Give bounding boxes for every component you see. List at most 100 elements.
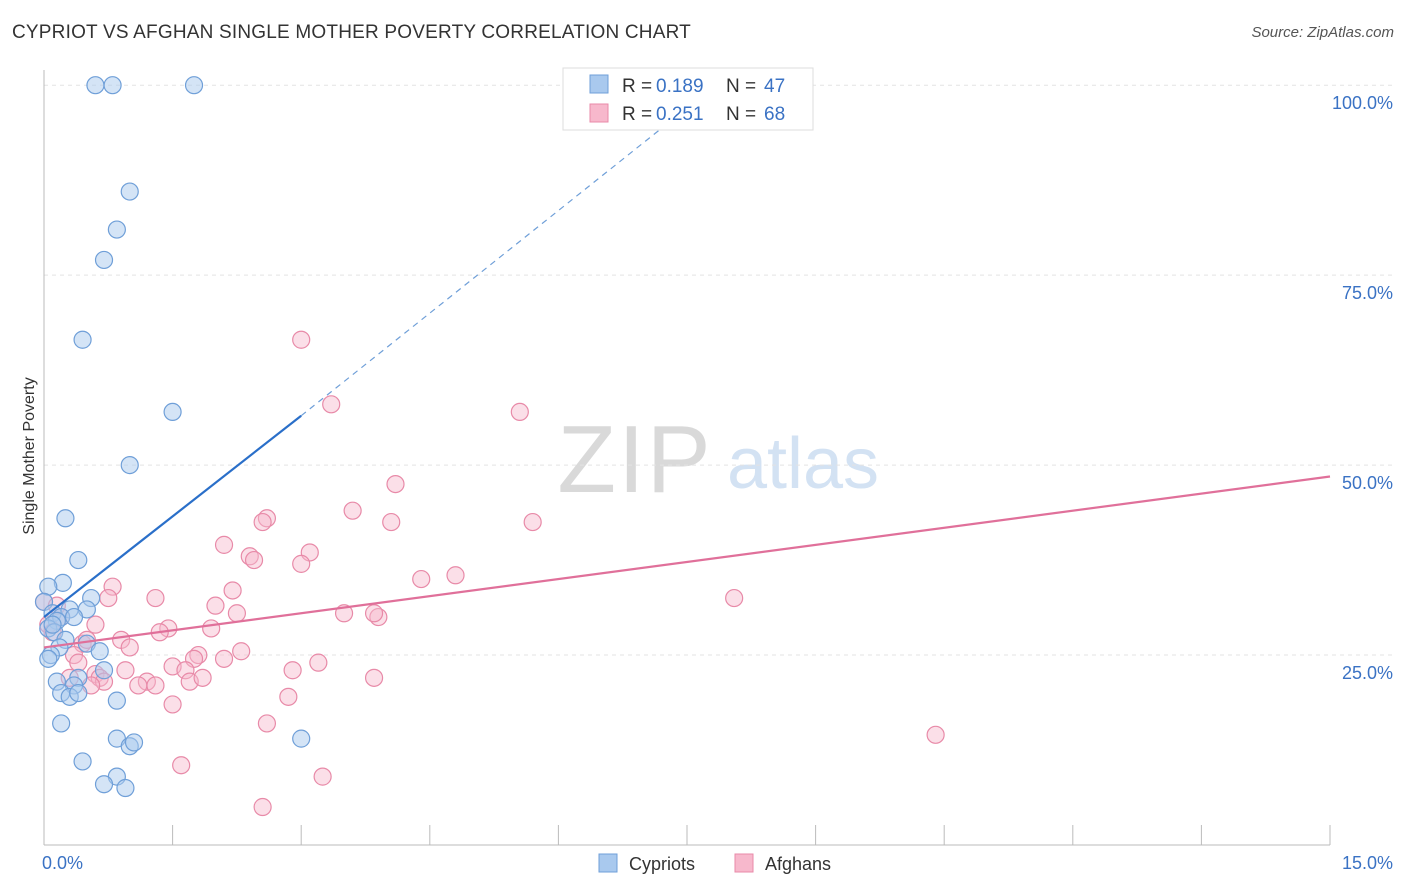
afghans-point [926,725,945,744]
cypriots-point [103,76,122,95]
cypriots-point [163,402,182,422]
legend-n-value-cypriots: 47 [764,76,785,97]
y-tick-label: 75.0% [1342,283,1393,303]
afghans-point [129,676,148,695]
legend-r-label-afghans: R = [622,104,652,125]
cypriots-point [120,182,139,201]
series-legend: Cypriots Afghans [598,853,831,874]
afghans-point [283,661,302,680]
cypriots-point [90,642,109,661]
afghans-point [322,395,341,414]
afghans-point [172,756,191,775]
afghans-point [364,668,384,687]
afghans-point [206,596,225,615]
afghans-point [364,604,384,623]
legend-n-label-afghans: N = [726,104,756,125]
afghans-point [146,588,165,608]
cypriots-point [69,683,88,703]
watermark-zip: ZIP [557,406,712,513]
cypriots-point [120,455,139,475]
afghans-point [412,569,431,589]
legend-swatch-afghans [589,103,609,123]
bottom-legend-swatch-afghans [734,853,754,873]
afghans-point [146,676,165,695]
afghans-point [69,653,88,672]
afghans-point [279,687,298,706]
grid-lines [44,84,1392,656]
afghans-point [253,512,272,532]
y-tick-label: 25.0% [1342,663,1393,683]
legend-n-label-cypriots: N = [726,76,756,97]
axes [43,70,1331,846]
cypriots-points [34,76,311,798]
cypriots-point [107,220,126,239]
afghans-point [253,797,272,817]
trend-lines [43,107,1331,649]
legend-r-value-cypriots: 0.189 [656,76,704,97]
cypriots-point [94,661,114,680]
cypriots-point [39,649,58,668]
afghans-point [313,767,332,786]
x-tick-label-max: 15.0% [1342,853,1393,873]
afghans-point [257,714,277,733]
afghans-trend-line [43,475,1331,649]
cypriots-point [64,607,84,627]
y-tick-label: 50.0% [1342,473,1393,493]
afghans-point [446,566,465,585]
afghans-point [202,619,221,638]
afghans-point [103,577,122,596]
afghans-point [232,642,251,661]
afghans-point [510,402,529,422]
bottom-legend-label-cypriots: Cypriots [629,854,695,874]
afghans-point [214,649,234,668]
afghans-point [292,554,311,573]
watermark-atlas: atlas [727,424,879,504]
cypriots-point [292,729,311,748]
afghans-point [292,330,311,349]
afghans-point [214,535,234,554]
y-tick-label: 100.0% [1332,93,1393,113]
afghans-point [163,695,182,714]
cypriots-point [184,76,204,95]
cypriots-point [56,509,75,528]
cypriots-trend-line [43,414,302,618]
cypriots-point [86,76,105,95]
cypriots-trend-extension [300,107,688,417]
afghans-point [382,512,401,532]
legend-swatch-cypriots [589,74,609,94]
cypriots-point [107,691,126,710]
afghans-point [193,668,212,687]
afghans-point [386,474,405,494]
afghans-point [309,653,328,672]
cypriots-point [94,775,114,794]
afghans-point [120,638,139,657]
cypriots-point [69,550,88,570]
cypriots-point [52,714,71,733]
legend-r-label-cypriots: R = [622,76,652,97]
tick-labels: 25.0% 50.0% 75.0% 100.0% 0.0% 15.0% [42,93,1393,873]
afghans-point [176,661,195,680]
afghans-point [86,615,105,634]
cypriots-point [43,615,62,634]
bottom-legend-label-afghans: Afghans [765,854,831,874]
afghans-point [116,661,135,680]
afghans-point [725,588,744,608]
cypriots-point [73,330,92,349]
legend-r-value-afghans: 0.251 [656,104,704,125]
chart-title: CYPRIOT VS AFGHAN SINGLE MOTHER POVERTY … [12,22,691,43]
correlation-legend: R = 0.189 N = 47 R = 0.251 N = 68 [562,67,814,131]
afghans-point [523,512,542,532]
cypriots-point [39,577,58,596]
afghans-point [227,604,246,623]
cypriots-point [116,778,135,798]
y-axis-label: Single Mother Poverty [21,377,38,534]
cypriots-point [124,733,144,752]
afghans-point [223,581,242,600]
afghans-point [159,619,178,638]
legend-n-value-afghans: 68 [764,104,785,125]
watermark: ZIP atlas [557,406,879,513]
afghans-point [137,672,156,691]
cypriots-point [94,250,114,270]
bottom-legend-swatch-cypriots [598,853,618,873]
